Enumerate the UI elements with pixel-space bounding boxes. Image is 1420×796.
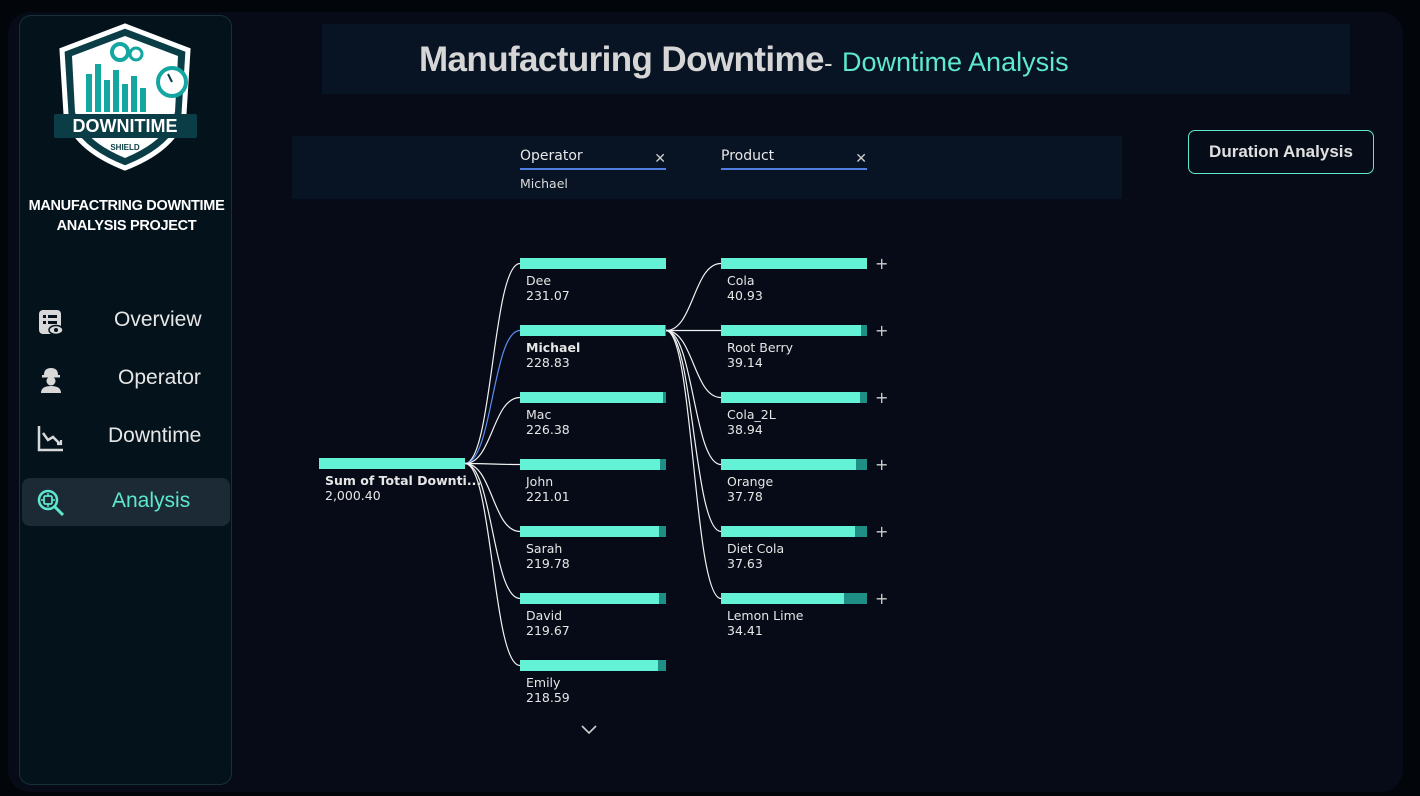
logo-subtext: SHIELD [110,143,140,152]
node-label: David [526,608,562,623]
node-bar[interactable] [721,325,861,336]
project-title: MANUFACTRING DOWNTIME ANALYSIS PROJECT [28,198,225,234]
line-chart-icon [37,426,63,452]
node-value: 219.78 [526,556,570,571]
connector-line [665,329,722,533]
sidebar: DOWNITIME SHIELD MANUFACTRING DOWNTIME A… [19,15,232,785]
node-bar[interactable] [721,526,855,537]
product-slicer-title: Product [721,148,867,170]
node-bar[interactable] [721,593,844,604]
nav-item-analysis[interactable]: Analysis [22,478,230,526]
page-header: Manufacturing Downtime - Downtime Analys… [322,24,1350,94]
connector-line [665,329,722,466]
nav-item-overview[interactable]: Overview [22,297,230,345]
filter-panel [292,136,1122,199]
nav-label-analysis: Analysis [112,489,191,512]
node-value: 40.93 [727,288,763,303]
downtime-shield-logo: DOWNITIME SHIELD [54,23,197,171]
node-label: Michael [526,340,580,355]
connector-line [665,329,722,399]
report-icon [39,310,64,336]
logo-text: DOWNITIME [73,116,178,136]
nav-label-operator: Operator [118,366,201,389]
node-value: 38.94 [727,422,763,437]
node-value: 219.67 [526,623,570,638]
analysis-search-icon [37,489,65,517]
expand-plus-icon[interactable]: + [875,589,888,608]
node-value: 228.83 [526,355,570,370]
node-label: Cola [727,273,755,288]
node-value: 226.38 [526,422,570,437]
node-label: Lemon Lime [727,608,804,623]
node-bar[interactable] [721,392,860,403]
connector-line [464,329,521,465]
node-value: 231.07 [526,288,570,303]
operator-slicer[interactable]: Operator ✕ Michael [520,148,666,191]
worker-icon [41,368,61,393]
node-bar[interactable] [721,459,856,470]
nav-label-overview: Overview [114,308,202,331]
page-title: Manufacturing Downtime [419,40,824,79]
chevron-down-icon[interactable] [581,725,597,735]
node-bar[interactable] [520,325,665,336]
node-bar[interactable] [520,258,666,269]
node-label: Diet Cola [727,541,784,556]
node-bar[interactable] [520,392,663,403]
node-value: 37.63 [727,556,763,571]
node-label: Sarah [526,541,562,556]
node-label: Mac [526,407,551,422]
nav-item-downtime[interactable]: Downtime [22,413,230,461]
connector-line [464,396,521,465]
nav-label-downtime: Downtime [108,424,202,447]
node-label: John [525,474,553,489]
root-label: Sum of Total Downti... [325,473,481,488]
node-label: Cola_2L [727,407,776,422]
title-separator: - [824,48,833,78]
operator-slicer-title: Operator [520,148,666,170]
connector-line [665,262,722,332]
connector-line [665,329,722,600]
node-value: 34.41 [727,623,763,638]
product-slicer[interactable]: Product ✕ [721,148,867,176]
product-clear-icon[interactable]: ✕ [855,150,867,166]
connector-line [464,462,521,533]
node-bar[interactable] [520,459,660,470]
node-value: 221.01 [526,489,570,504]
expand-plus-icon[interactable]: + [875,321,888,340]
node-label: Root Berry [727,340,794,355]
expand-plus-icon[interactable]: + [875,388,888,407]
node-label: Dee [526,273,551,288]
node-value: 218.59 [526,690,570,705]
operator-clear-icon[interactable]: ✕ [654,150,666,166]
connector-line [464,262,521,465]
root-value: 2,000.40 [325,488,381,503]
duration-analysis-button[interactable]: Duration Analysis [1188,130,1374,174]
node-value: 37.78 [727,489,763,504]
node-label: Orange [727,474,773,489]
connector-line [464,462,521,466]
root-bar[interactable] [319,458,465,469]
connector-line [464,462,521,600]
expand-plus-icon[interactable]: + [875,254,888,273]
node-label: Emily [526,675,561,690]
page-subtitle: Downtime Analysis [842,47,1069,77]
node-bar[interactable] [520,593,659,604]
node-bar[interactable] [520,526,659,537]
node-bar[interactable] [520,660,658,671]
operator-slicer-value: Michael [520,176,568,191]
expand-plus-icon[interactable]: + [875,522,888,541]
nav-item-operator[interactable]: Operator [22,355,230,403]
expand-plus-icon[interactable]: + [875,455,888,474]
connector-line [464,462,521,667]
node-value: 39.14 [727,355,763,370]
node-bar[interactable] [721,258,867,269]
